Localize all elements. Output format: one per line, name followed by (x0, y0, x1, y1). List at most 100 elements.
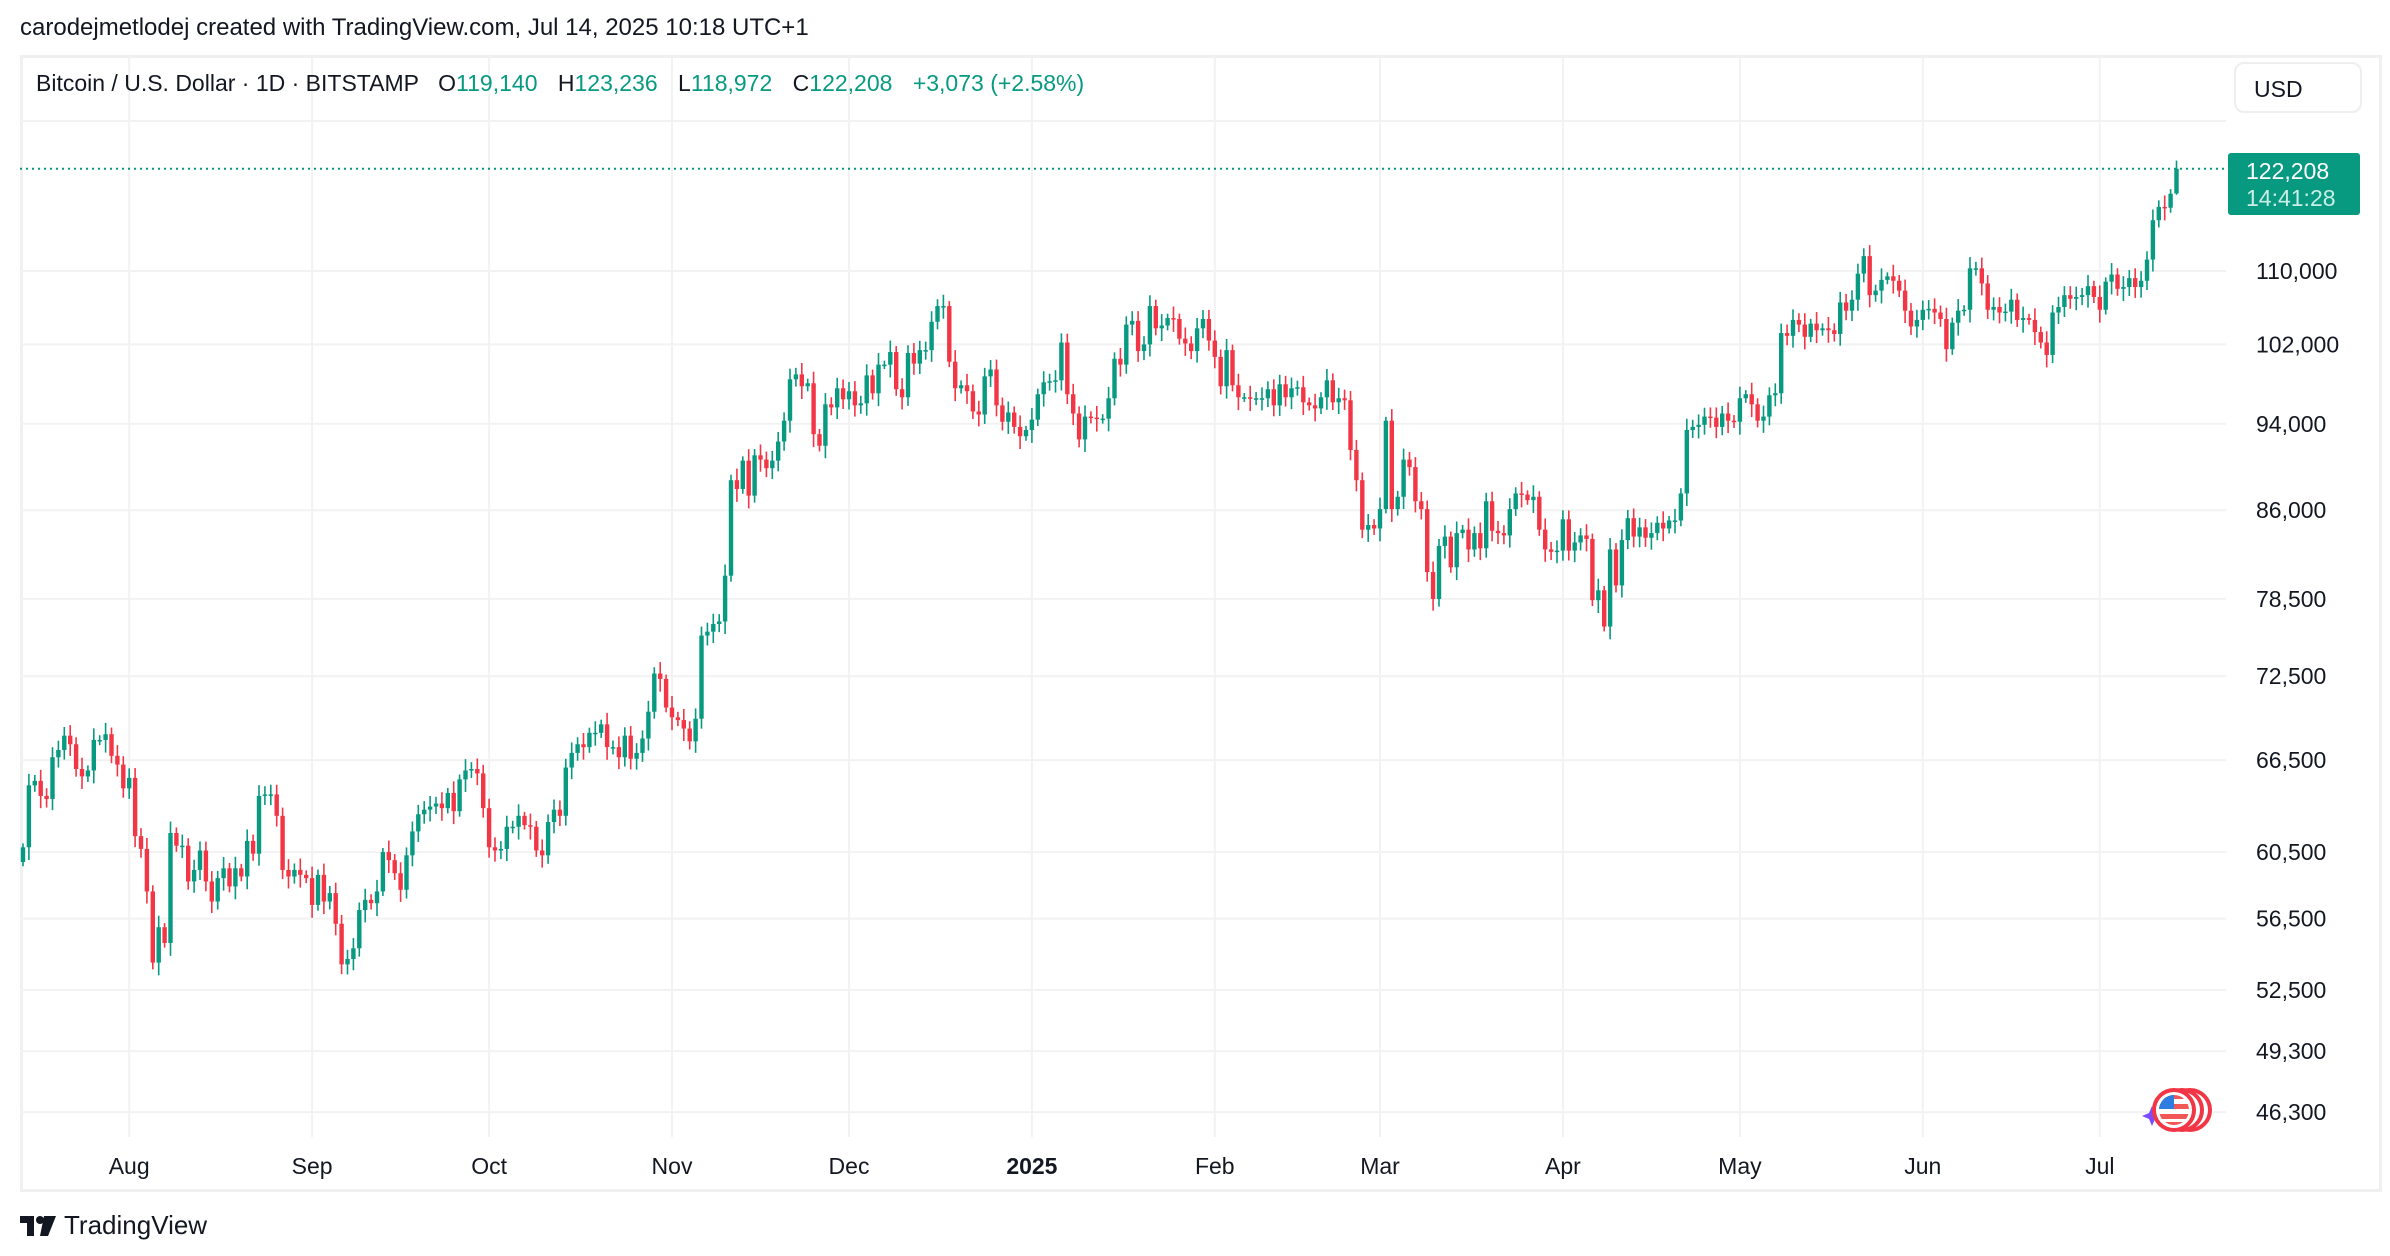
candle (2032, 308, 2038, 345)
candle (1790, 309, 1796, 348)
candle-body (1590, 538, 1595, 601)
candle (1519, 481, 1524, 508)
candle (1525, 490, 1530, 505)
currency-button[interactable]: USD (2234, 62, 2362, 113)
candle-body (1000, 405, 1005, 422)
candle (740, 456, 745, 494)
candle (327, 885, 332, 910)
candle (91, 728, 96, 784)
candle-body (315, 874, 321, 905)
candle-body (823, 404, 828, 446)
tradingview-logo[interactable]: TradingView (20, 1210, 207, 1241)
candle (1165, 313, 1170, 331)
candle-body (91, 739, 96, 771)
symbol-title[interactable]: Bitcoin / U.S. Dollar · 1D · BITSTAMP (36, 70, 419, 96)
candle-body (1324, 380, 1330, 398)
candle-body (593, 732, 598, 735)
candle-body (2056, 307, 2061, 313)
candle (2068, 286, 2073, 309)
candle (746, 449, 751, 509)
candle (858, 395, 863, 414)
candle (1537, 491, 1542, 536)
candle (1649, 522, 1654, 550)
candle-body (1631, 518, 1636, 537)
candle-body (870, 375, 875, 394)
candle (604, 712, 610, 760)
candle-body (669, 707, 675, 718)
candle-body (811, 383, 816, 435)
candle-body (1855, 273, 1861, 300)
open-value: 119,140 (456, 70, 538, 96)
candle (1914, 309, 1920, 338)
candle (1714, 407, 1719, 439)
candle (1737, 386, 1743, 435)
candle-body (575, 744, 580, 753)
candle-body (540, 850, 545, 856)
candle-body (1613, 549, 1619, 586)
candle (1442, 525, 1448, 559)
candle (534, 820, 539, 857)
candle (681, 708, 686, 741)
candle (79, 757, 85, 789)
candle-body (345, 958, 350, 965)
candle-body (1206, 318, 1212, 341)
candle-body (1466, 529, 1471, 550)
candle-body (1124, 324, 1129, 365)
candle (2109, 263, 2114, 295)
x-tick-label: Jul (2085, 1153, 2114, 1179)
candle-body (1607, 549, 1613, 627)
candle-body (2127, 278, 2132, 288)
candle-body (1655, 522, 1660, 534)
candle (227, 862, 232, 893)
candle (1749, 382, 1754, 418)
candle-body (1147, 306, 1153, 345)
candle (2015, 293, 2020, 327)
candle-body (728, 480, 734, 576)
change-value: +3,073 (+2.58%) (912, 70, 1085, 96)
candle-body (150, 891, 155, 963)
y-tick-label: 66,500 (2256, 747, 2326, 773)
candle (1956, 299, 1961, 336)
candle (1065, 333, 1070, 405)
candle (1472, 526, 1477, 557)
candle-body (2015, 299, 2020, 320)
candle (917, 340, 922, 375)
candle-body (1920, 309, 1925, 320)
candle-body (522, 815, 527, 826)
candle (947, 301, 952, 368)
candle-body (1183, 338, 1188, 344)
candle-body (1755, 404, 1760, 421)
candle (522, 811, 527, 830)
candle-body (1153, 306, 1158, 329)
candle (1619, 529, 1625, 598)
candle-body (923, 350, 928, 352)
candle (1430, 561, 1436, 611)
x-tick-label: Mar (1360, 1153, 1400, 1179)
candle-body (245, 840, 250, 877)
candle-body (174, 833, 179, 846)
candle-body (1985, 283, 1990, 310)
candle (115, 745, 120, 777)
candle (138, 828, 144, 858)
candle (2138, 271, 2144, 298)
candle-body (1484, 501, 1489, 549)
candle (610, 740, 616, 755)
candle-body (1584, 535, 1589, 539)
candle-body (1200, 318, 1206, 329)
candle (433, 796, 439, 815)
candle (1743, 390, 1748, 403)
candle-body (551, 809, 557, 823)
candle (475, 758, 480, 786)
candle (846, 382, 852, 410)
candle-body (2074, 296, 2079, 299)
candle (1861, 248, 1866, 283)
candle-body (1059, 342, 1064, 381)
candle (1478, 522, 1483, 561)
candle-body (752, 455, 757, 496)
events-icon[interactable] (2142, 1088, 2212, 1132)
candle-body (492, 847, 498, 851)
candle (1584, 524, 1589, 552)
candle-body (368, 899, 374, 904)
candle (988, 360, 993, 387)
